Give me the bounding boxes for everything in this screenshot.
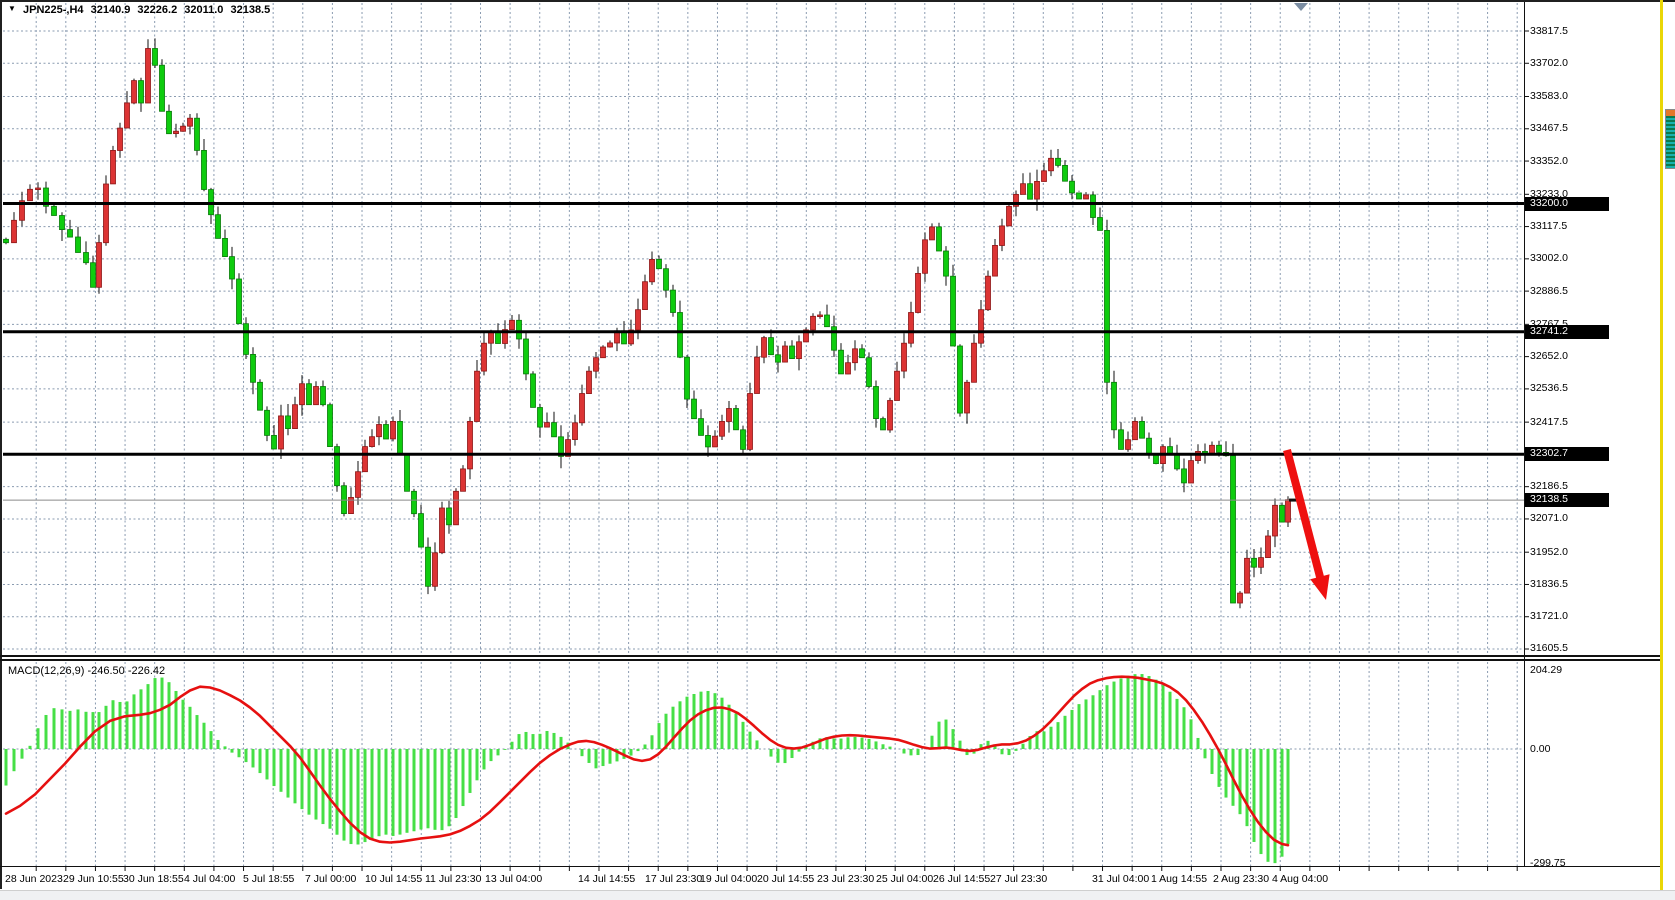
time-axis-label: 31 Jul 04:00 xyxy=(1092,873,1150,885)
window-top-border xyxy=(0,0,1675,2)
time-axis-label: 26 Jul 14:55 xyxy=(933,873,991,885)
panel-separator[interactable] xyxy=(0,659,1662,661)
price-axis-label: 33002.0 xyxy=(1530,252,1568,265)
time-axis-label: 5 Jul 18:55 xyxy=(243,873,295,885)
chart-title: ▼ JPN225-,H4 32140.9 32226.2 32011.0 321… xyxy=(8,4,274,16)
time-axis-label: 7 Jul 00:00 xyxy=(305,873,357,885)
support-resistance-lines[interactable] xyxy=(3,202,1524,456)
macd-indicator-label: MACD(12,26,9) -246.50 -226.42 xyxy=(8,665,165,677)
time-axis-label: 11 Jul 23:30 xyxy=(425,873,482,885)
symbol-dropdown-icon[interactable]: ▼ xyxy=(8,4,16,13)
time-axis-label: 30 Jun 18:55 xyxy=(123,873,184,885)
low-value: 32011.0 xyxy=(184,4,224,16)
time-axis-label: 29 Jun 10:55 xyxy=(63,873,124,885)
time-axis-label: 20 Jul 14:55 xyxy=(757,873,815,885)
time-axis-label: 4 Jul 04:00 xyxy=(184,873,236,885)
price-axis-label: 33467.5 xyxy=(1530,122,1568,135)
price-axis-label: 32886.5 xyxy=(1530,284,1568,297)
macd-signal-line xyxy=(4,675,1290,847)
time-axis-label: 1 Aug 14:55 xyxy=(1151,873,1208,885)
price-axis-label: 33583.0 xyxy=(1530,90,1568,102)
time-axis-label: 28 Jun 2023 xyxy=(5,873,63,885)
price-axis-label: 33702.0 xyxy=(1530,56,1568,69)
price-axis-label: 31605.5 xyxy=(1530,642,1568,655)
price-axis-label: 32536.5 xyxy=(1530,382,1568,395)
time-axis[interactable]: 28 Jun 2023 29 Jun 10:55 30 Jun 18:55 4 Jul… xyxy=(0,867,1662,889)
current-price-line xyxy=(3,498,1524,502)
price-axis-line xyxy=(1524,2,1525,866)
price-axis-label: 33352.0 xyxy=(1530,154,1568,167)
macd-histogram xyxy=(4,674,1290,864)
time-axis-label: 14 Jul 14:55 xyxy=(578,873,636,885)
price-level-box: 33200.0 xyxy=(1525,196,1609,211)
price-axis-label: 32652.0 xyxy=(1530,350,1568,363)
high-value: 32226.2 xyxy=(137,4,178,16)
price-axis-label: 32417.5 xyxy=(1530,415,1568,428)
time-axis-label: 2 Aug 23:30 xyxy=(1213,873,1270,885)
grid-lines xyxy=(3,3,1524,871)
symbol-period-label: JPN225-,H4 xyxy=(22,4,84,16)
price-axis-label: 31952.0 xyxy=(1530,545,1568,558)
price-axis-label: 33817.5 xyxy=(1530,24,1568,37)
chart-end-marker-icon xyxy=(1294,3,1308,11)
scrollbar-thumb[interactable] xyxy=(1665,109,1675,169)
macd-signal-value: -226.42 xyxy=(127,665,166,677)
time-axis-label: 17 Jul 23:30 xyxy=(645,873,703,885)
time-axis-label: 19 Jul 04:00 xyxy=(700,873,758,885)
price-axis-label: 31836.5 xyxy=(1530,577,1568,590)
open-value: 32140.9 xyxy=(90,4,131,16)
price-axis-label: 32071.0 xyxy=(1530,512,1568,525)
window-bottom-strip xyxy=(0,890,1675,900)
time-axis-label: 25 Jul 04:00 xyxy=(876,873,934,885)
sell-arrow[interactable] xyxy=(1283,448,1330,600)
panel-separator[interactable] xyxy=(0,655,1662,657)
candlestick-series[interactable] xyxy=(3,38,1291,609)
macd-axis-label: 0.00 xyxy=(1530,742,1551,755)
time-axis-label: 13 Jul 04:00 xyxy=(485,873,543,885)
macd-axis-label: 204.29 xyxy=(1530,664,1563,676)
macd-main-value: -246.50 xyxy=(87,665,125,677)
window-accent-border xyxy=(1660,0,1663,890)
scrollbar-thumb-cap xyxy=(1666,110,1675,116)
window-left-border xyxy=(0,0,2,889)
price-axis-label: 33117.5 xyxy=(1530,220,1568,233)
price-axis-label: 32186.5 xyxy=(1530,480,1568,493)
time-axis-label: 23 Jul 23:30 xyxy=(817,873,875,885)
time-axis-line xyxy=(0,866,1662,867)
time-axis-label: 10 Jul 14:55 xyxy=(365,873,423,885)
macd-parameters: MACD(12,26,9) xyxy=(8,665,85,677)
price-axis-label: 31721.0 xyxy=(1530,610,1568,623)
price-level-box: 32741.2 xyxy=(1525,324,1609,339)
close-value: 32138.5 xyxy=(230,4,271,16)
price-axis[interactable]: 33817.5 33702.0 33583.0 33467.5 33352.0 33233… xyxy=(1524,0,1660,890)
price-level-box: 32302.7 xyxy=(1525,447,1609,462)
time-axis-label: 4 Aug 04:00 xyxy=(1272,873,1329,885)
price-level-box: 32138.5 xyxy=(1525,493,1609,508)
time-axis-label: 27 Jul 23:30 xyxy=(990,873,1048,885)
